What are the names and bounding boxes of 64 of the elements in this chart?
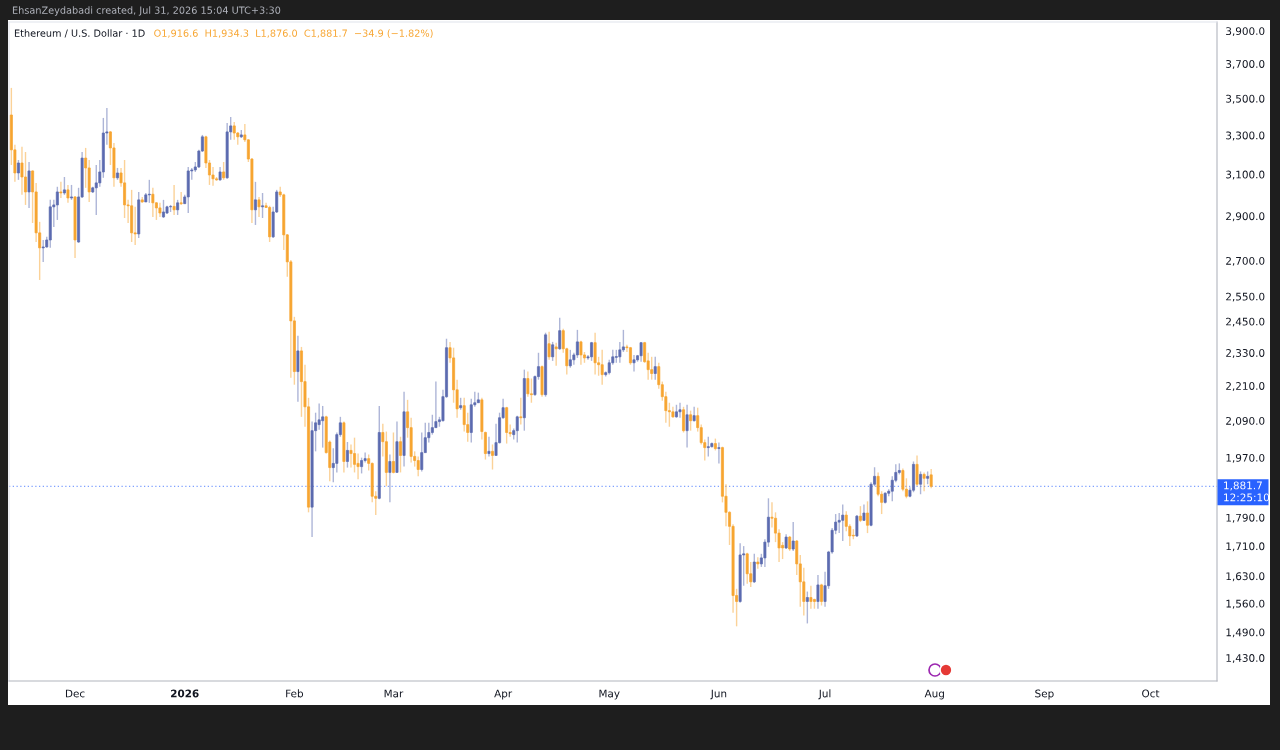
candlestick — [116, 167, 119, 181]
x-tick-label: Mar — [384, 689, 404, 698]
candlestick — [812, 597, 816, 610]
y-tick-label: 1,970.0 — [1226, 453, 1265, 463]
candlestick — [70, 184, 73, 201]
y-tick-label: 3,300.0 — [1226, 131, 1265, 141]
y-tick-label: 1,710.0 — [1226, 542, 1265, 552]
candlestick — [399, 436, 402, 474]
candlestick — [590, 341, 593, 362]
x-tick-label: May — [599, 689, 620, 700]
candlestick — [254, 181, 257, 226]
candlestick — [215, 176, 218, 182]
x-tick-label: Jun — [710, 689, 727, 700]
candlestick — [629, 346, 632, 366]
candlestick — [632, 354, 636, 373]
y-tick-label: 2,450.0 — [1226, 317, 1265, 327]
y-tick-label: 1,430.0 — [1226, 654, 1265, 664]
candlestick — [675, 404, 678, 419]
candlestick — [756, 556, 760, 570]
candlestick — [16, 159, 20, 181]
candlestick — [346, 441, 349, 469]
text: O1,916.6 H1,934.3 L1,876.0 C1,881.7 −34.9 (−1.82%) — [154, 29, 433, 38]
y-tick-label: 1,790.0 — [1226, 513, 1265, 523]
y-tick-label: 1,630.0 — [1226, 572, 1265, 582]
y-tick-label: 2,700.0 — [1226, 256, 1265, 266]
candlestick — [62, 176, 66, 196]
candlestick — [391, 431, 395, 475]
y-tick-label: 2,330.0 — [1226, 349, 1265, 358]
candlestick — [491, 443, 494, 471]
x-tick-label: Oct — [1142, 689, 1160, 698]
y-tick-label: 2,550.0 — [1226, 292, 1265, 302]
candlestick — [678, 402, 682, 419]
candlestick — [162, 199, 165, 219]
x-tick-label: Jul — [818, 689, 831, 700]
candlestick — [123, 159, 127, 219]
candlestick — [866, 500, 869, 534]
y-tick-label: 2,090.0 — [1226, 416, 1265, 426]
y-tick-label: 3,500.0 — [1226, 94, 1265, 104]
candlestick — [682, 406, 685, 434]
candlestick — [169, 204, 172, 213]
y-tick-label: 1,560.0 — [1226, 599, 1265, 609]
ref-line-label: 1,881.7 — [1224, 481, 1262, 491]
y-tick-label: 1,490.0 — [1226, 628, 1265, 638]
candlestick — [261, 192, 264, 219]
y-tick-label: 3,900.0 — [1226, 27, 1265, 37]
candlestick — [858, 505, 862, 523]
text: EhsanZeydabadi created, Jul 31, 2026 15:04 UTC+3:30 — [12, 6, 281, 16]
text: 12:25:10 — [1224, 493, 1270, 502]
candlestick — [820, 583, 823, 607]
x-tick-label: Feb — [286, 689, 304, 698]
y-tick-label: 2,900.0 — [1226, 212, 1265, 222]
candlestick — [59, 181, 63, 199]
candlestick — [179, 191, 183, 206]
x-tick-label: Apr — [494, 689, 513, 700]
y-tick-label: 3,100.0 — [1226, 170, 1265, 180]
y-tick-label: 3,700.0 — [1226, 60, 1265, 69]
x-tick-label: Sep — [1035, 689, 1054, 700]
x-tick-label: Dec — [65, 689, 85, 698]
candlestick — [353, 436, 356, 474]
text: Ethereum / U.S. Dollar · 1D — [14, 29, 145, 38]
y-tick-label: 2,210.0 — [1226, 382, 1265, 391]
x-tick-label: 2026 — [171, 689, 199, 698]
candlestick — [24, 151, 27, 206]
x-tick-label: Aug — [924, 689, 944, 700]
